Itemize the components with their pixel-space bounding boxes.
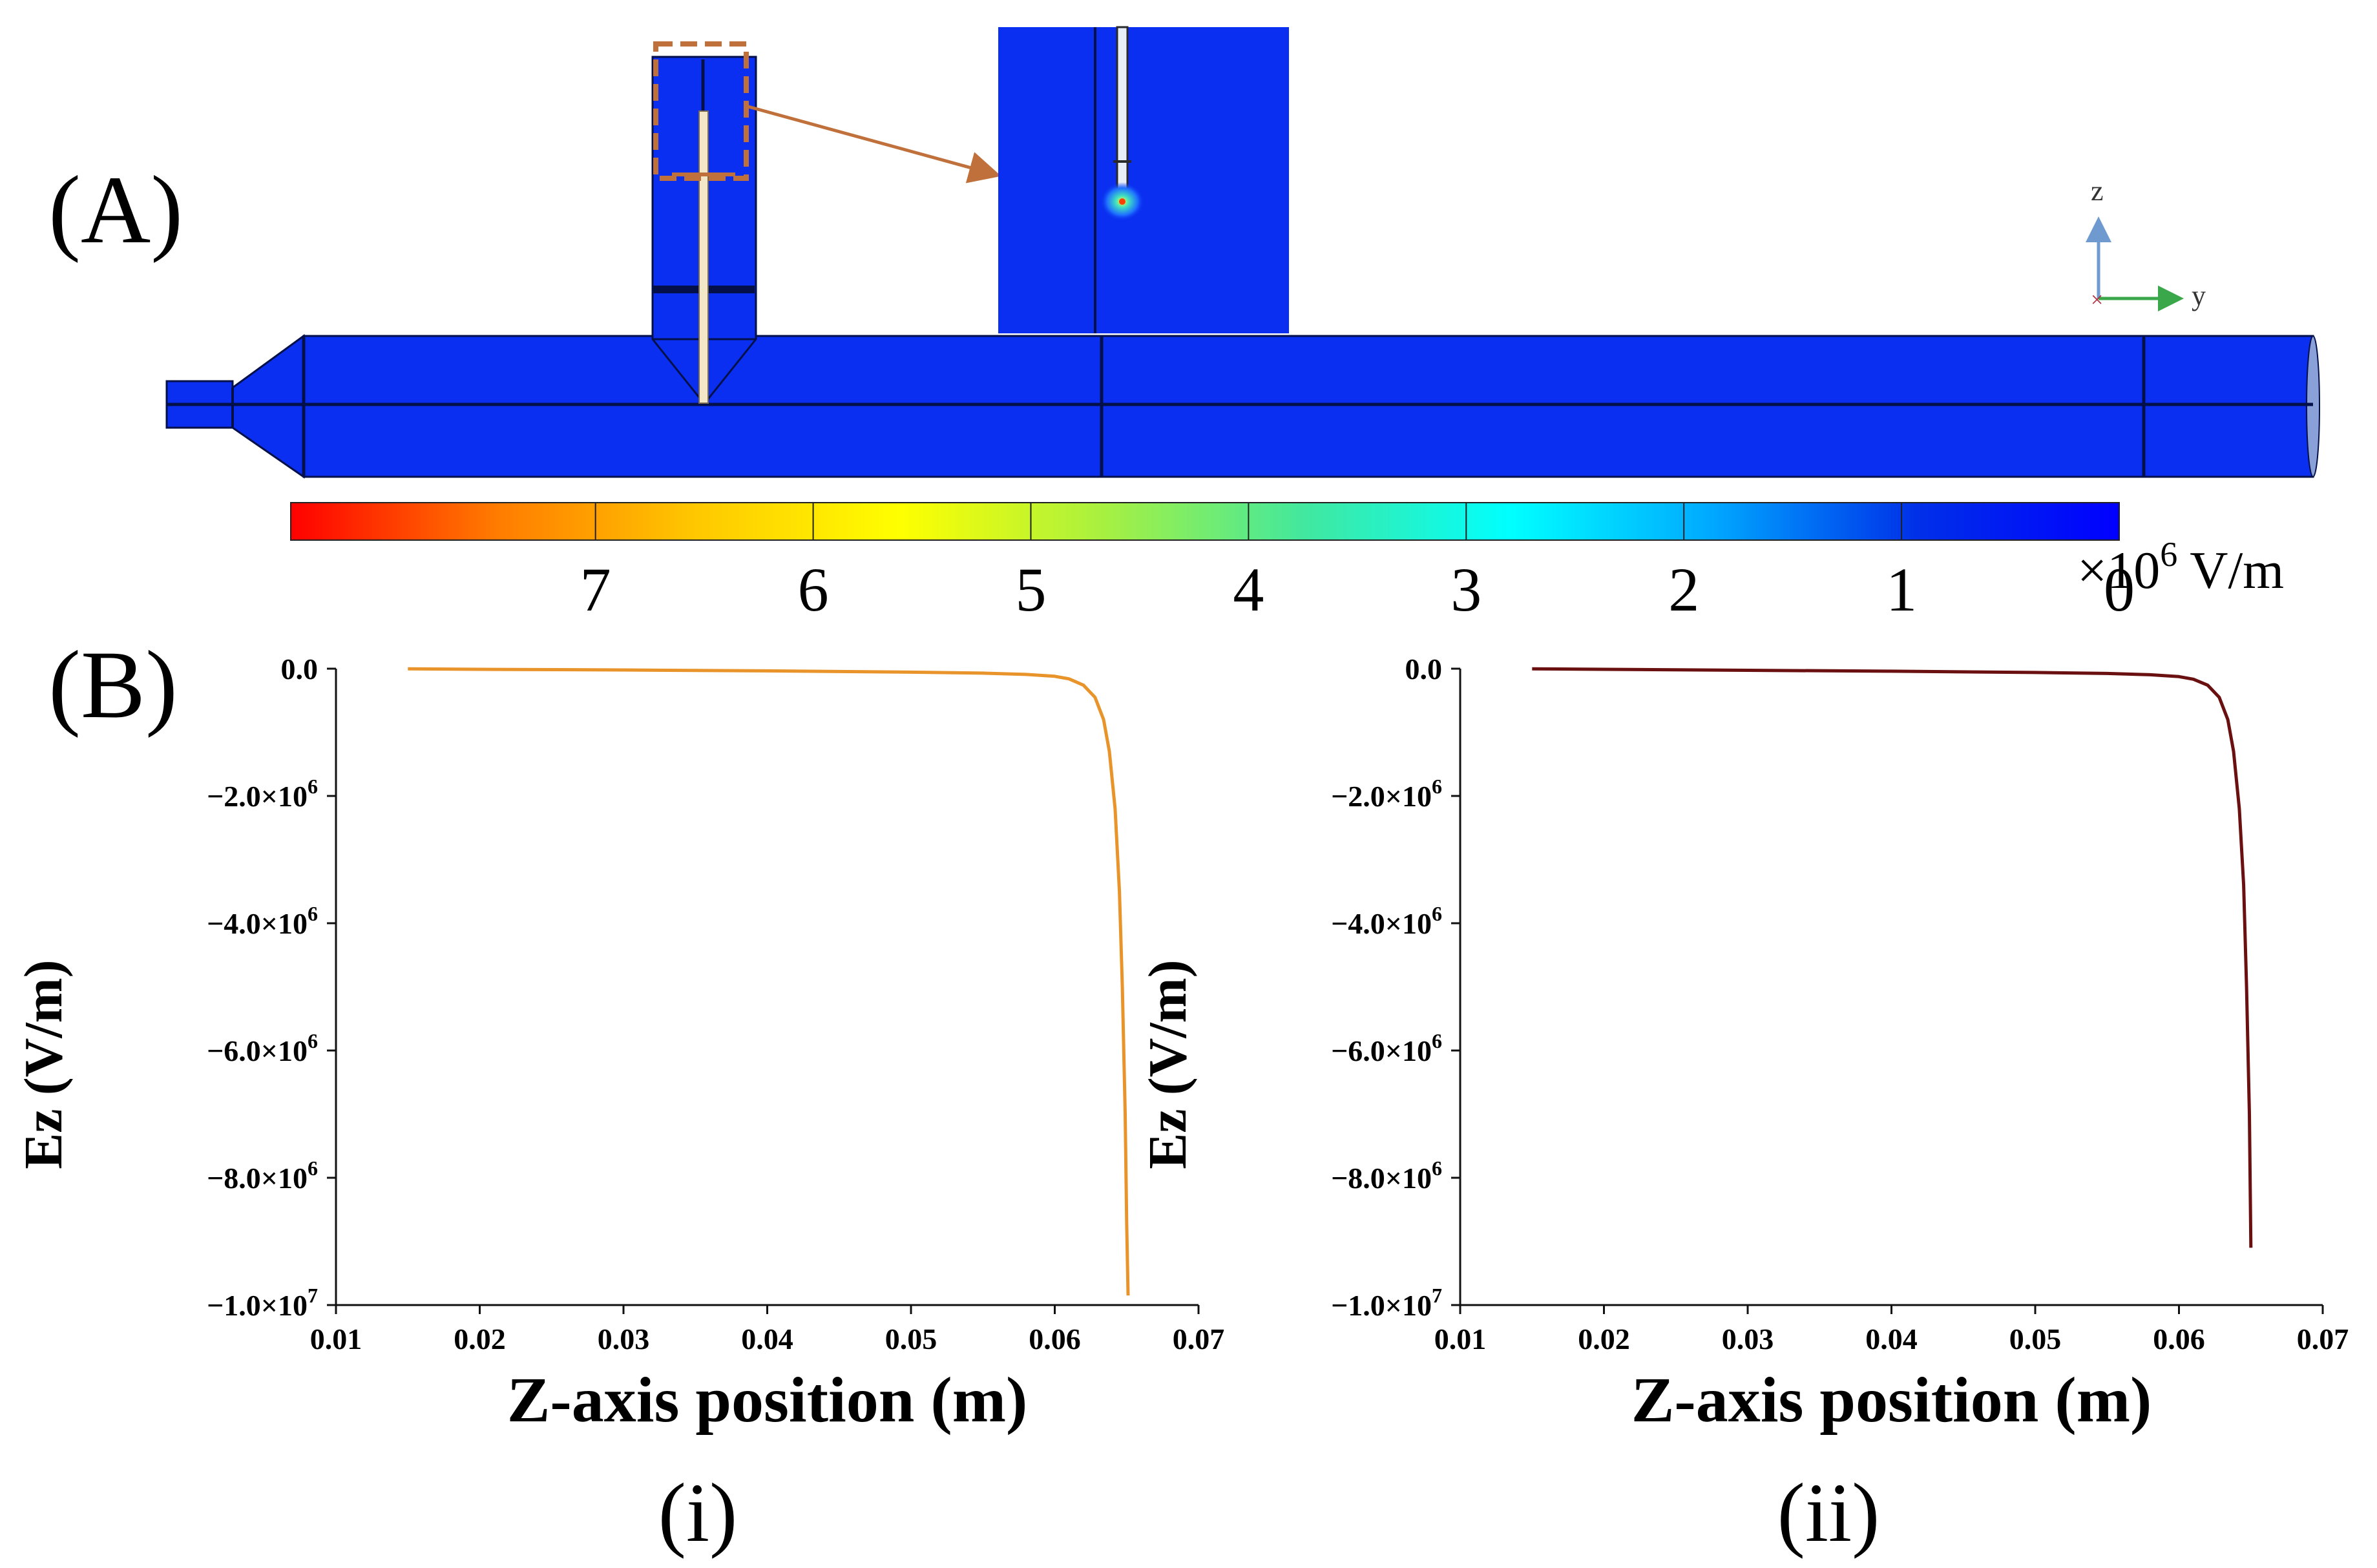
y-tick-label: −2.0×106 <box>207 775 318 813</box>
y-tick-label: −4.0×106 <box>207 902 318 940</box>
x-tick-label: 0.06 <box>2153 1322 2205 1355</box>
y-tick-label: −6.0×106 <box>207 1029 318 1067</box>
x-tick-label: 0.05 <box>885 1322 937 1355</box>
axis-triad: × z y <box>2086 175 2206 312</box>
y-tick-label: −4.0×106 <box>1331 902 1442 940</box>
y-tick-label-exponent: 6 <box>1432 902 1442 925</box>
x-tick-label: 0.02 <box>454 1322 506 1355</box>
y-tick-label-mantissa: −6.0×10 <box>207 1034 308 1067</box>
colorbar-tick-label: 5 <box>1015 555 1046 624</box>
x-tick-label: 0.03 <box>1722 1322 1774 1355</box>
colorbar-tick-label: 0 <box>2104 555 2135 624</box>
chart-caption: (ii) <box>1777 1467 1880 1560</box>
x-tick-label: 0.06 <box>1029 1322 1081 1355</box>
y-tick-label: 0.0 <box>281 653 319 685</box>
series-line-ez <box>1532 667 2253 1248</box>
series-line-ez <box>408 667 1130 1296</box>
y-tick-label-exponent: 6 <box>308 1156 318 1180</box>
inset-needle <box>1116 26 1129 202</box>
y-tick-label-exponent: 6 <box>308 775 318 798</box>
colorbar-tick-label: 3 <box>1450 555 1482 624</box>
panel-a-label: (A) <box>48 156 183 264</box>
y-tick-label-exponent: 6 <box>1432 775 1442 798</box>
x-tick-label: 0.05 <box>2009 1322 2062 1355</box>
simulation-geometry <box>165 41 2320 479</box>
y-tick-label-mantissa: −8.0×10 <box>207 1162 308 1195</box>
geometry-needle <box>698 110 709 404</box>
x-tick-label: 0.02 <box>1578 1322 1630 1355</box>
x-tick-label: 0.04 <box>1865 1322 1918 1355</box>
y-tick-label-mantissa: −2.0×10 <box>1331 780 1432 813</box>
colorbar-tick-label: 6 <box>798 555 829 624</box>
x-tick-label: 0.04 <box>741 1322 793 1355</box>
triad-z-label: z <box>2091 175 2104 207</box>
callout-box <box>653 41 749 181</box>
x-tick-label: 0.07 <box>1173 1322 1225 1355</box>
x-tick-label: 0.07 <box>2297 1322 2349 1355</box>
colorbar-unit-exponent: 6 <box>2160 535 2177 574</box>
y-tick-label-exponent: 6 <box>1432 1029 1442 1052</box>
y-tick-label-mantissa: −8.0×10 <box>1331 1162 1432 1195</box>
panel-b-label: (B) <box>48 631 178 738</box>
y-axis-title: Ez (V/m) <box>14 959 74 1169</box>
y-tick-label-mantissa: −4.0×10 <box>207 907 308 940</box>
y-tick-label: −2.0×106 <box>1331 775 1442 813</box>
y-tick-label: 0.0 <box>1405 653 1443 685</box>
y-tick-label-mantissa: −1.0×10 <box>1331 1289 1432 1322</box>
colorbar-ticks: 7 6 5 4 3 2 1 0 <box>580 503 2135 624</box>
y-axis-title: Ez (V/m) <box>1138 959 1198 1169</box>
y-tick-label-mantissa: 0.0 <box>1405 653 1443 685</box>
colorbar-tick-label: 1 <box>1886 555 1917 624</box>
x-tick-label: 0.01 <box>310 1322 362 1355</box>
chart-i: 0.01 0.02 0.03 0.04 0.05 0.06 0.070.0−2.0×106−… <box>14 653 1224 1560</box>
y-tick-label: −8.0×106 <box>1331 1156 1442 1195</box>
colorbar-tick-label: 2 <box>1668 555 1699 624</box>
y-tick-label-exponent: 6 <box>1432 1156 1442 1180</box>
geometry-tube-end <box>2306 335 2320 477</box>
geometry-main-tube <box>302 335 2314 478</box>
y-tick-label-mantissa: −4.0×10 <box>1331 907 1432 940</box>
chart-ii: 0.01 0.02 0.03 0.04 0.05 0.06 0.070.0−2.0×106−… <box>1138 653 2349 1560</box>
colorbar-unit-prefix: ×10 <box>2077 541 2160 600</box>
y-tick-label: −8.0×106 <box>207 1156 318 1195</box>
inset-tip <box>1119 198 1126 205</box>
triad-y-label: y <box>2192 280 2206 311</box>
colorbar-tick-label: 7 <box>580 555 611 624</box>
y-tick-label-exponent: 6 <box>308 1029 318 1052</box>
y-tick-label-exponent: 7 <box>1432 1284 1442 1307</box>
x-tick-label: 0.03 <box>598 1322 650 1355</box>
y-tick-label: −1.0×107 <box>1331 1284 1442 1322</box>
y-tick-label-mantissa: −6.0×10 <box>1331 1034 1432 1067</box>
y-tick-label: −1.0×107 <box>207 1284 318 1322</box>
y-tick-label-mantissa: 0.0 <box>281 653 319 685</box>
colorbar-tick-label: 4 <box>1233 555 1264 624</box>
callout-arrow <box>748 105 1001 183</box>
y-tick-label: −6.0×106 <box>1331 1029 1442 1067</box>
x-axis-title: Z-axis position (m) <box>507 1364 1028 1436</box>
chart-caption: (i) <box>658 1467 738 1560</box>
geometry-cone <box>231 334 305 479</box>
y-tick-label-mantissa: −2.0×10 <box>207 780 308 813</box>
y-tick-label-exponent: 6 <box>308 902 318 925</box>
colorbar-gradient <box>290 502 2120 541</box>
colorbar-unit-suffix: V/m <box>2177 541 2284 600</box>
inset-zoom <box>998 26 1289 333</box>
colorbar-unit: ×106 V/m <box>2077 535 2284 600</box>
y-tick-label-mantissa: −1.0×10 <box>207 1289 308 1322</box>
x-tick-label: 0.01 <box>1434 1322 1487 1355</box>
x-axis-title: Z-axis position (m) <box>1631 1364 2152 1436</box>
inset-background <box>998 27 1289 333</box>
triad-x-mark: × <box>2091 288 2103 312</box>
y-tick-label-exponent: 7 <box>308 1284 318 1307</box>
